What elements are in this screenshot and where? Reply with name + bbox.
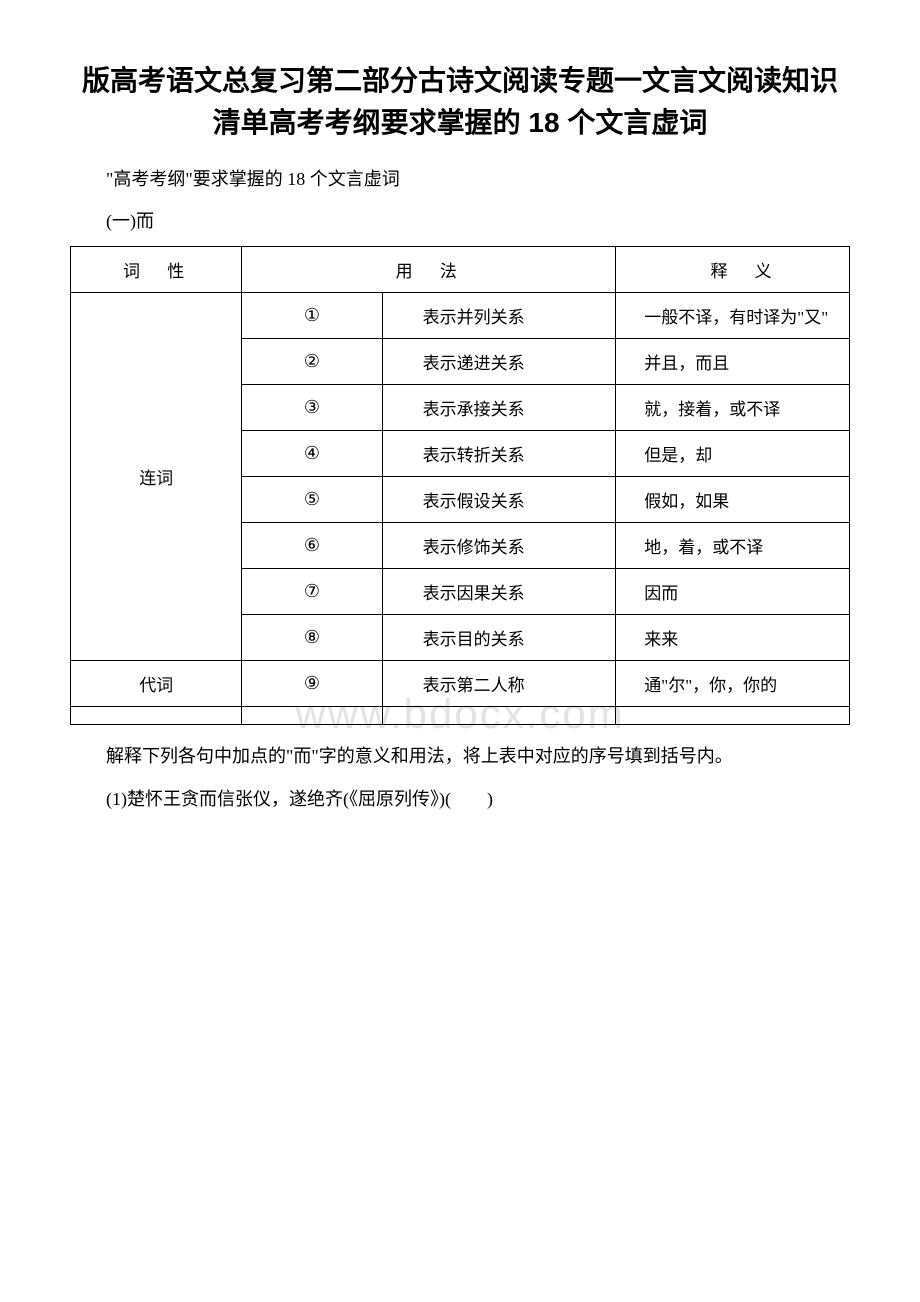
cell-meaning: 来来 (616, 615, 850, 661)
empty-cell (71, 707, 242, 725)
cell-meaning: 地，着，或不译 (616, 523, 850, 569)
cell-description: 表示承接关系 (382, 385, 616, 431)
intro-paragraph: "高考考纲"要求掌握的 18 个文言虚词 (70, 162, 850, 196)
cell-description: 表示假设关系 (382, 477, 616, 523)
cell-description: 表示修饰关系 (382, 523, 616, 569)
cell-description: 表示递进关系 (382, 339, 616, 385)
cell-usage: ⑤ (242, 477, 382, 523)
question-paragraph: (1)楚怀王贪而信张仪，遂绝齐(《屈原列传》)( ) (70, 782, 850, 816)
cell-usage: ④ (242, 431, 382, 477)
cell-usage: ⑨ (242, 661, 382, 707)
cell-meaning: 但是，却 (616, 431, 850, 477)
cell-description: 表示转折关系 (382, 431, 616, 477)
cell-meaning: 通"尔"，你，你的 (616, 661, 850, 707)
empty-cell (616, 707, 850, 725)
page-title: 版高考语文总复习第二部分古诗文阅读专题一文言文阅读知识清单高考考纲要求掌握的 1… (70, 60, 850, 144)
cell-meaning: 因而 (616, 569, 850, 615)
empty-cell (242, 707, 382, 725)
cell-usage: ⑥ (242, 523, 382, 569)
header-meaning: 释 义 (616, 247, 850, 293)
cell-description: 表示并列关系 (382, 293, 616, 339)
cell-usage: ⑧ (242, 615, 382, 661)
instruction-paragraph: 解释下列各句中加点的"而"字的意义和用法，将上表中对应的序号填到括号内。 (70, 739, 850, 773)
cell-wordtype: 连词 (71, 293, 242, 661)
cell-meaning: 假如，如果 (616, 477, 850, 523)
table-empty-row (71, 707, 850, 725)
empty-cell (382, 707, 616, 725)
table-header-row: 词 性 用 法 释 义 (71, 247, 850, 293)
cell-description: 表示第二人称 (382, 661, 616, 707)
table-row: 代词⑨表示第二人称通"尔"，你，你的 (71, 661, 850, 707)
header-usage: 用 法 (242, 247, 616, 293)
cell-usage: ⑦ (242, 569, 382, 615)
cell-meaning: 一般不译，有时译为"又" (616, 293, 850, 339)
table-row: 连词①表示并列关系一般不译，有时译为"又" (71, 293, 850, 339)
cell-wordtype: 代词 (71, 661, 242, 707)
cell-description: 表示因果关系 (382, 569, 616, 615)
header-wordtype: 词 性 (71, 247, 242, 293)
cell-meaning: 就，接着，或不译 (616, 385, 850, 431)
document-content: 版高考语文总复习第二部分古诗文阅读专题一文言文阅读知识清单高考考纲要求掌握的 1… (70, 60, 850, 816)
cell-description: 表示目的关系 (382, 615, 616, 661)
cell-usage: ② (242, 339, 382, 385)
section-label: (一)而 (70, 204, 850, 238)
grammar-table: 词 性 用 法 释 义 连词①表示并列关系一般不译，有时译为"又"②表示递进关系… (70, 246, 850, 725)
cell-usage: ③ (242, 385, 382, 431)
cell-usage: ① (242, 293, 382, 339)
cell-meaning: 并且，而且 (616, 339, 850, 385)
